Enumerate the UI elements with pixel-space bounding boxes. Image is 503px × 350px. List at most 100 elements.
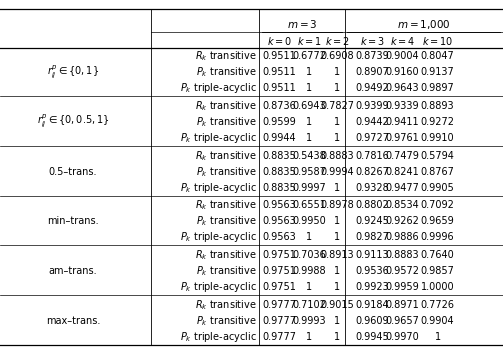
Text: 0.9563: 0.9563 bbox=[262, 232, 296, 242]
Text: 0.9511: 0.9511 bbox=[262, 67, 296, 77]
Text: $m = 1{,}000$: $m = 1{,}000$ bbox=[397, 18, 451, 31]
Text: 0.7726: 0.7726 bbox=[421, 300, 455, 310]
Text: 0.8802: 0.8802 bbox=[355, 201, 389, 210]
Text: 0.9777: 0.9777 bbox=[262, 316, 296, 326]
Text: 1: 1 bbox=[306, 83, 312, 93]
Text: $P_k$ transitive: $P_k$ transitive bbox=[196, 115, 257, 129]
Text: 0.9511: 0.9511 bbox=[262, 83, 296, 93]
Text: am–trans.: am–trans. bbox=[49, 266, 97, 276]
Text: 0.9563: 0.9563 bbox=[262, 216, 296, 226]
Text: $R_k$ transitive: $R_k$ transitive bbox=[195, 149, 257, 163]
Text: 0.9113: 0.9113 bbox=[356, 250, 389, 260]
Text: 1: 1 bbox=[334, 216, 340, 226]
Text: 1: 1 bbox=[334, 133, 340, 143]
Text: $m = 3$: $m = 3$ bbox=[287, 19, 317, 30]
Text: 0.9761: 0.9761 bbox=[385, 133, 420, 143]
Text: 0.9923: 0.9923 bbox=[355, 282, 389, 292]
Text: 0.5–trans.: 0.5–trans. bbox=[49, 167, 97, 177]
Text: 0.6943: 0.6943 bbox=[293, 101, 326, 111]
Text: 0.9160: 0.9160 bbox=[386, 67, 419, 77]
Text: 0.7827: 0.7827 bbox=[320, 101, 354, 111]
Text: $r^p_{ij} \in \{0,1\}$: $r^p_{ij} \in \{0,1\}$ bbox=[47, 64, 99, 81]
Text: 1: 1 bbox=[306, 232, 312, 242]
Text: 0.9886: 0.9886 bbox=[386, 232, 419, 242]
Text: 0.5794: 0.5794 bbox=[421, 151, 455, 161]
Text: 0.8736: 0.8736 bbox=[262, 101, 296, 111]
Text: 1: 1 bbox=[306, 332, 312, 342]
Text: 0.8534: 0.8534 bbox=[385, 201, 420, 210]
Text: 0.9944: 0.9944 bbox=[263, 133, 296, 143]
Text: 1: 1 bbox=[334, 282, 340, 292]
Text: $k = 0$: $k = 0$ bbox=[267, 35, 292, 47]
Text: 0.9904: 0.9904 bbox=[421, 316, 454, 326]
Text: 1: 1 bbox=[306, 117, 312, 127]
Text: 0.9910: 0.9910 bbox=[421, 133, 454, 143]
Text: $k = 1$: $k = 1$ bbox=[297, 35, 322, 47]
Text: 0.9993: 0.9993 bbox=[293, 316, 326, 326]
Text: 0.9905: 0.9905 bbox=[421, 183, 455, 193]
Text: 0.9945: 0.9945 bbox=[355, 332, 389, 342]
Text: 0.9328: 0.9328 bbox=[355, 183, 389, 193]
Text: 0.8893: 0.8893 bbox=[421, 101, 454, 111]
Text: 0.7816: 0.7816 bbox=[355, 151, 389, 161]
Text: $k = 3$: $k = 3$ bbox=[360, 35, 385, 47]
Text: 1: 1 bbox=[334, 316, 340, 326]
Text: 0.8767: 0.8767 bbox=[421, 167, 455, 177]
Text: 0.9492: 0.9492 bbox=[355, 83, 389, 93]
Text: max–trans.: max–trans. bbox=[46, 316, 100, 326]
Text: 0.8047: 0.8047 bbox=[421, 51, 455, 61]
Text: 0.9184: 0.9184 bbox=[356, 300, 389, 310]
Text: $R_k$ transitive: $R_k$ transitive bbox=[195, 99, 257, 113]
Text: 0.9994: 0.9994 bbox=[320, 167, 354, 177]
Text: 0.8913: 0.8913 bbox=[320, 250, 354, 260]
Text: 0.9997: 0.9997 bbox=[292, 183, 326, 193]
Text: 0.5438: 0.5438 bbox=[292, 151, 326, 161]
Text: 0.8835: 0.8835 bbox=[262, 183, 296, 193]
Text: 0.9477: 0.9477 bbox=[385, 183, 420, 193]
Text: 0.9245: 0.9245 bbox=[355, 216, 389, 226]
Text: 0.9777: 0.9777 bbox=[262, 332, 296, 342]
Text: $P_k$ transitive: $P_k$ transitive bbox=[196, 264, 257, 278]
Text: 0.9996: 0.9996 bbox=[421, 232, 454, 242]
Text: 1: 1 bbox=[334, 332, 340, 342]
Text: $P_k$ triple-acyclic: $P_k$ triple-acyclic bbox=[180, 280, 257, 294]
Text: 0.9609: 0.9609 bbox=[356, 316, 389, 326]
Text: 0.8835: 0.8835 bbox=[262, 167, 296, 177]
Text: $P_k$ transitive: $P_k$ transitive bbox=[196, 314, 257, 328]
Text: $R_k$ transitive: $R_k$ transitive bbox=[195, 298, 257, 312]
Text: $P_k$ triple-acyclic: $P_k$ triple-acyclic bbox=[180, 181, 257, 195]
Text: 0.9751: 0.9751 bbox=[262, 250, 296, 260]
Text: 0.9339: 0.9339 bbox=[386, 101, 419, 111]
Text: 0.9950: 0.9950 bbox=[292, 216, 326, 226]
Text: 0.9897: 0.9897 bbox=[421, 83, 455, 93]
Text: 0.8883: 0.8883 bbox=[320, 151, 354, 161]
Text: 0.9572: 0.9572 bbox=[385, 266, 420, 276]
Text: 1.0000: 1.0000 bbox=[421, 282, 454, 292]
Text: 0.9563: 0.9563 bbox=[262, 201, 296, 210]
Text: 0.9272: 0.9272 bbox=[421, 117, 455, 127]
Text: 1: 1 bbox=[334, 83, 340, 93]
Text: $R_k$ transitive: $R_k$ transitive bbox=[195, 198, 257, 212]
Text: 0.9587: 0.9587 bbox=[292, 167, 326, 177]
Text: 0.9970: 0.9970 bbox=[385, 332, 420, 342]
Text: 0.9137: 0.9137 bbox=[421, 67, 455, 77]
Text: $P_k$ triple-acyclic: $P_k$ triple-acyclic bbox=[180, 330, 257, 344]
Text: 0.6908: 0.6908 bbox=[320, 51, 354, 61]
Text: 0.7036: 0.7036 bbox=[292, 250, 326, 260]
Text: 1: 1 bbox=[334, 232, 340, 242]
Text: 0.8978: 0.8978 bbox=[320, 201, 354, 210]
Text: 0.6772: 0.6772 bbox=[292, 51, 326, 61]
Text: 0.7479: 0.7479 bbox=[385, 151, 420, 161]
Text: 0.7092: 0.7092 bbox=[421, 201, 455, 210]
Text: $P_k$ transitive: $P_k$ transitive bbox=[196, 65, 257, 79]
Text: $P_k$ triple-acyclic: $P_k$ triple-acyclic bbox=[180, 81, 257, 95]
Text: 0.7102: 0.7102 bbox=[292, 300, 326, 310]
Text: 0.9643: 0.9643 bbox=[386, 83, 419, 93]
Text: 0.9751: 0.9751 bbox=[262, 266, 296, 276]
Text: 0.9015: 0.9015 bbox=[320, 300, 354, 310]
Text: 0.9599: 0.9599 bbox=[262, 117, 296, 127]
Text: $R_k$ transitive: $R_k$ transitive bbox=[195, 248, 257, 262]
Text: 0.9959: 0.9959 bbox=[385, 282, 420, 292]
Text: 0.8883: 0.8883 bbox=[386, 250, 419, 260]
Text: 0.9442: 0.9442 bbox=[355, 117, 389, 127]
